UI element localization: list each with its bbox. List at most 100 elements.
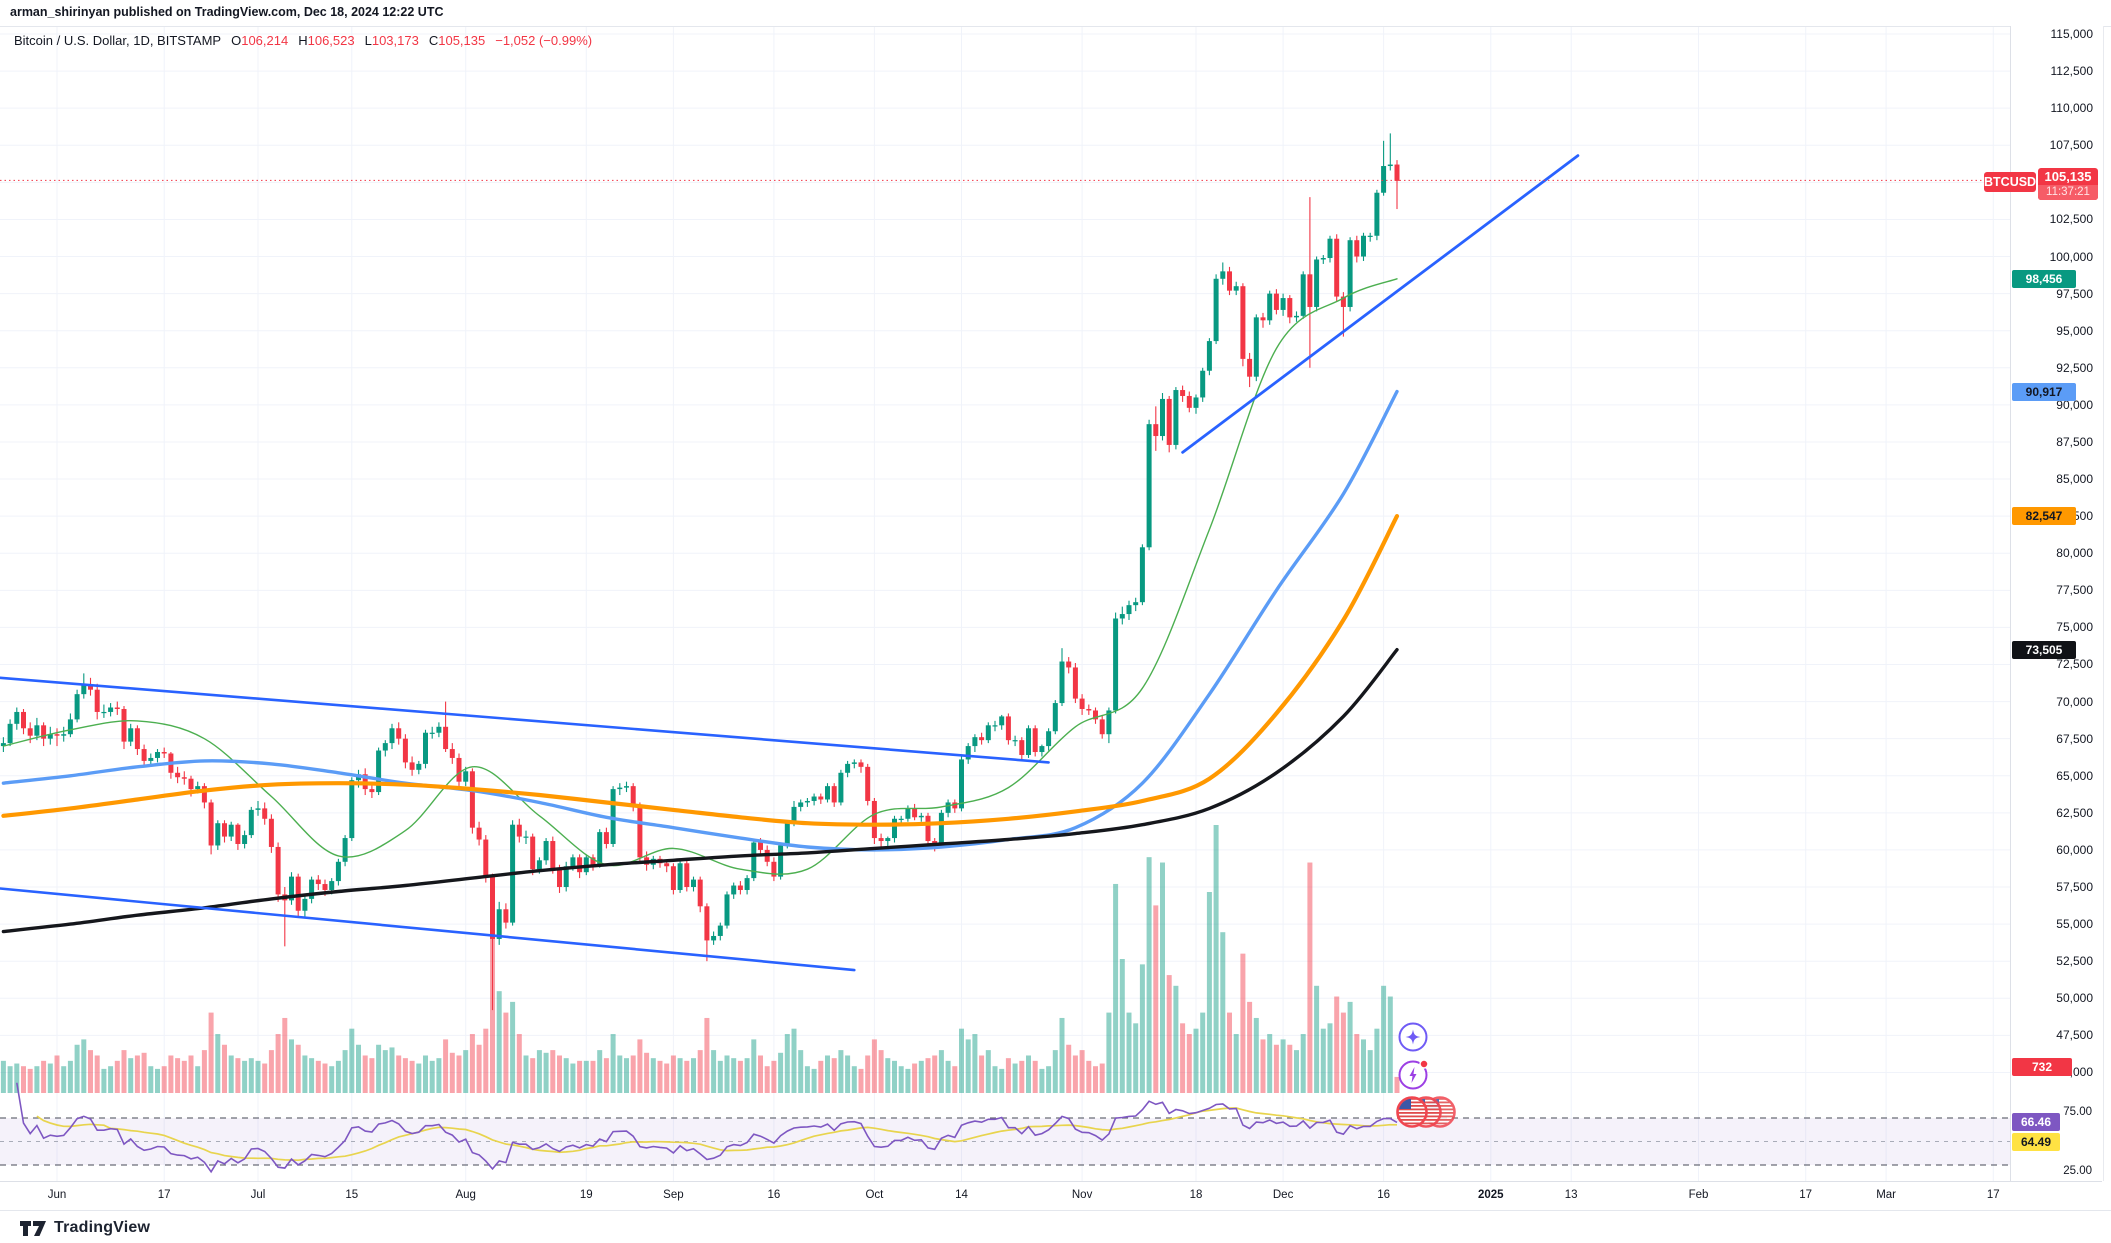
flags-icon[interactable] xyxy=(1396,1096,1456,1128)
volume-bar xyxy=(282,1017,288,1093)
candle-body xyxy=(208,802,214,846)
rsi-ma-badge: 64.49 xyxy=(2012,1133,2060,1151)
volume-bar xyxy=(1394,1076,1400,1093)
ascending-support[interactable] xyxy=(1181,154,1580,454)
candle-body xyxy=(88,685,93,690)
candle-body xyxy=(1267,293,1273,321)
candle-body xyxy=(114,707,120,709)
candle-body xyxy=(74,694,80,720)
ohlc-value: 103,173 xyxy=(371,33,419,48)
candle-body xyxy=(985,725,991,741)
candle-body xyxy=(1059,661,1065,704)
price-axis-label: 62,500 xyxy=(2056,805,2093,820)
volume-bar xyxy=(731,1058,737,1093)
candle-body xyxy=(751,842,757,879)
volume-bar xyxy=(1005,1058,1011,1093)
volume-bar xyxy=(81,1039,87,1093)
candle-body xyxy=(865,766,871,801)
candle-body xyxy=(590,857,596,865)
candle-body xyxy=(1173,390,1179,445)
candle-body xyxy=(1394,164,1400,181)
volume-bar xyxy=(905,1068,911,1093)
candle-body xyxy=(1046,731,1052,747)
candle-body xyxy=(195,786,201,790)
candle-body xyxy=(423,732,428,764)
volume-bar xyxy=(1387,996,1393,1093)
volume-bar xyxy=(108,1066,114,1093)
time-axis[interactable]: Jun 17 Jul 15 Aug 19 Sep 16 Oct 14 Nov 18 Dec 16 2025 1… xyxy=(0,1181,2102,1211)
volume-bar xyxy=(979,1055,985,1093)
volume-bar xyxy=(1059,1017,1065,1093)
ohlc-values: O106,214 H106,523 L103,173 C105,135 xyxy=(231,33,485,48)
volume-bar xyxy=(1367,1050,1373,1093)
volume-bar xyxy=(1032,1060,1038,1093)
candle-body xyxy=(1133,602,1139,606)
candle-body xyxy=(302,898,308,911)
candle-body xyxy=(1026,728,1031,755)
publication-strip: arman_shirinyan published on TradingView… xyxy=(0,0,2111,27)
volume-bar xyxy=(1287,1044,1293,1093)
channel-bottom[interactable] xyxy=(0,887,856,972)
volume-bar xyxy=(262,1063,268,1093)
candle-body xyxy=(94,689,100,712)
ohlc-letter: L xyxy=(364,33,372,48)
volume-bar xyxy=(67,1060,73,1093)
volume-bar xyxy=(932,1055,938,1093)
candle-body xyxy=(309,879,315,899)
candle-body xyxy=(892,818,897,839)
volume-bar xyxy=(342,1050,348,1093)
volume-bar xyxy=(356,1044,361,1093)
rsi-axis-label: 75.00 xyxy=(2063,1106,2092,1119)
volume-bar xyxy=(516,1034,522,1093)
symbol-info-row[interactable]: Bitcoin / U.S. Dollar, 1D, BITSTAMP O106,… xyxy=(14,33,592,48)
time-axis-label: 14 xyxy=(955,1189,968,1201)
volume-bar xyxy=(362,1055,368,1093)
trendlines-layer[interactable] xyxy=(0,154,1580,972)
candle-body xyxy=(530,836,536,870)
candle-body xyxy=(188,778,194,790)
candle-body xyxy=(1354,240,1360,257)
lightning-alert-icon[interactable] xyxy=(1398,1059,1429,1090)
symbol-tag-badge: BTCUSD xyxy=(1984,172,2036,192)
volume-bar xyxy=(396,1055,402,1093)
volume-bar xyxy=(624,1058,629,1093)
channel-top[interactable] xyxy=(0,676,1050,764)
volume-bar xyxy=(14,1063,20,1093)
volume-bar xyxy=(1066,1044,1072,1093)
volume-bar xyxy=(1106,1012,1112,1093)
candle-body xyxy=(851,762,857,764)
candle-body xyxy=(1260,317,1266,321)
candle-body xyxy=(175,772,181,778)
candle-body xyxy=(912,808,918,818)
grid-layer xyxy=(0,26,2010,1181)
price-axis[interactable]: 115,000112,500110,000107,500105,000102,5… xyxy=(2010,26,2104,1181)
volume-bar xyxy=(1026,1055,1031,1093)
sparkle-icon[interactable] xyxy=(1398,1022,1428,1052)
volume-bar xyxy=(771,1060,777,1093)
volume-bar xyxy=(315,1060,321,1093)
rsi-band-layer xyxy=(0,1117,2010,1166)
tradingview-logo[interactable]: TradingView xyxy=(20,1219,150,1237)
candle-body xyxy=(181,777,187,779)
volume-bar xyxy=(188,1055,194,1093)
volume-bar xyxy=(222,1044,227,1093)
volume-bar xyxy=(275,1034,281,1093)
volume-bar xyxy=(583,1060,589,1093)
volume-bar xyxy=(322,1063,328,1093)
candle-body xyxy=(1099,719,1105,735)
volume-bar xyxy=(1079,1050,1085,1093)
volume-bar xyxy=(885,1058,891,1093)
chart-action-icons[interactable] xyxy=(1396,1022,1456,1128)
volume-bar xyxy=(1354,1034,1360,1093)
volume-bar xyxy=(382,1050,388,1093)
volume-bar xyxy=(402,1058,408,1093)
volume-bar xyxy=(1119,959,1125,1093)
candle-body xyxy=(798,802,804,807)
volume-bar xyxy=(456,1055,462,1093)
price-axis-label: 60,000 xyxy=(2056,842,2093,857)
candle-body xyxy=(1347,240,1353,307)
candle-body xyxy=(476,827,482,840)
volume-bar xyxy=(429,1060,435,1093)
ohlc-value: 106,523 xyxy=(307,33,355,48)
